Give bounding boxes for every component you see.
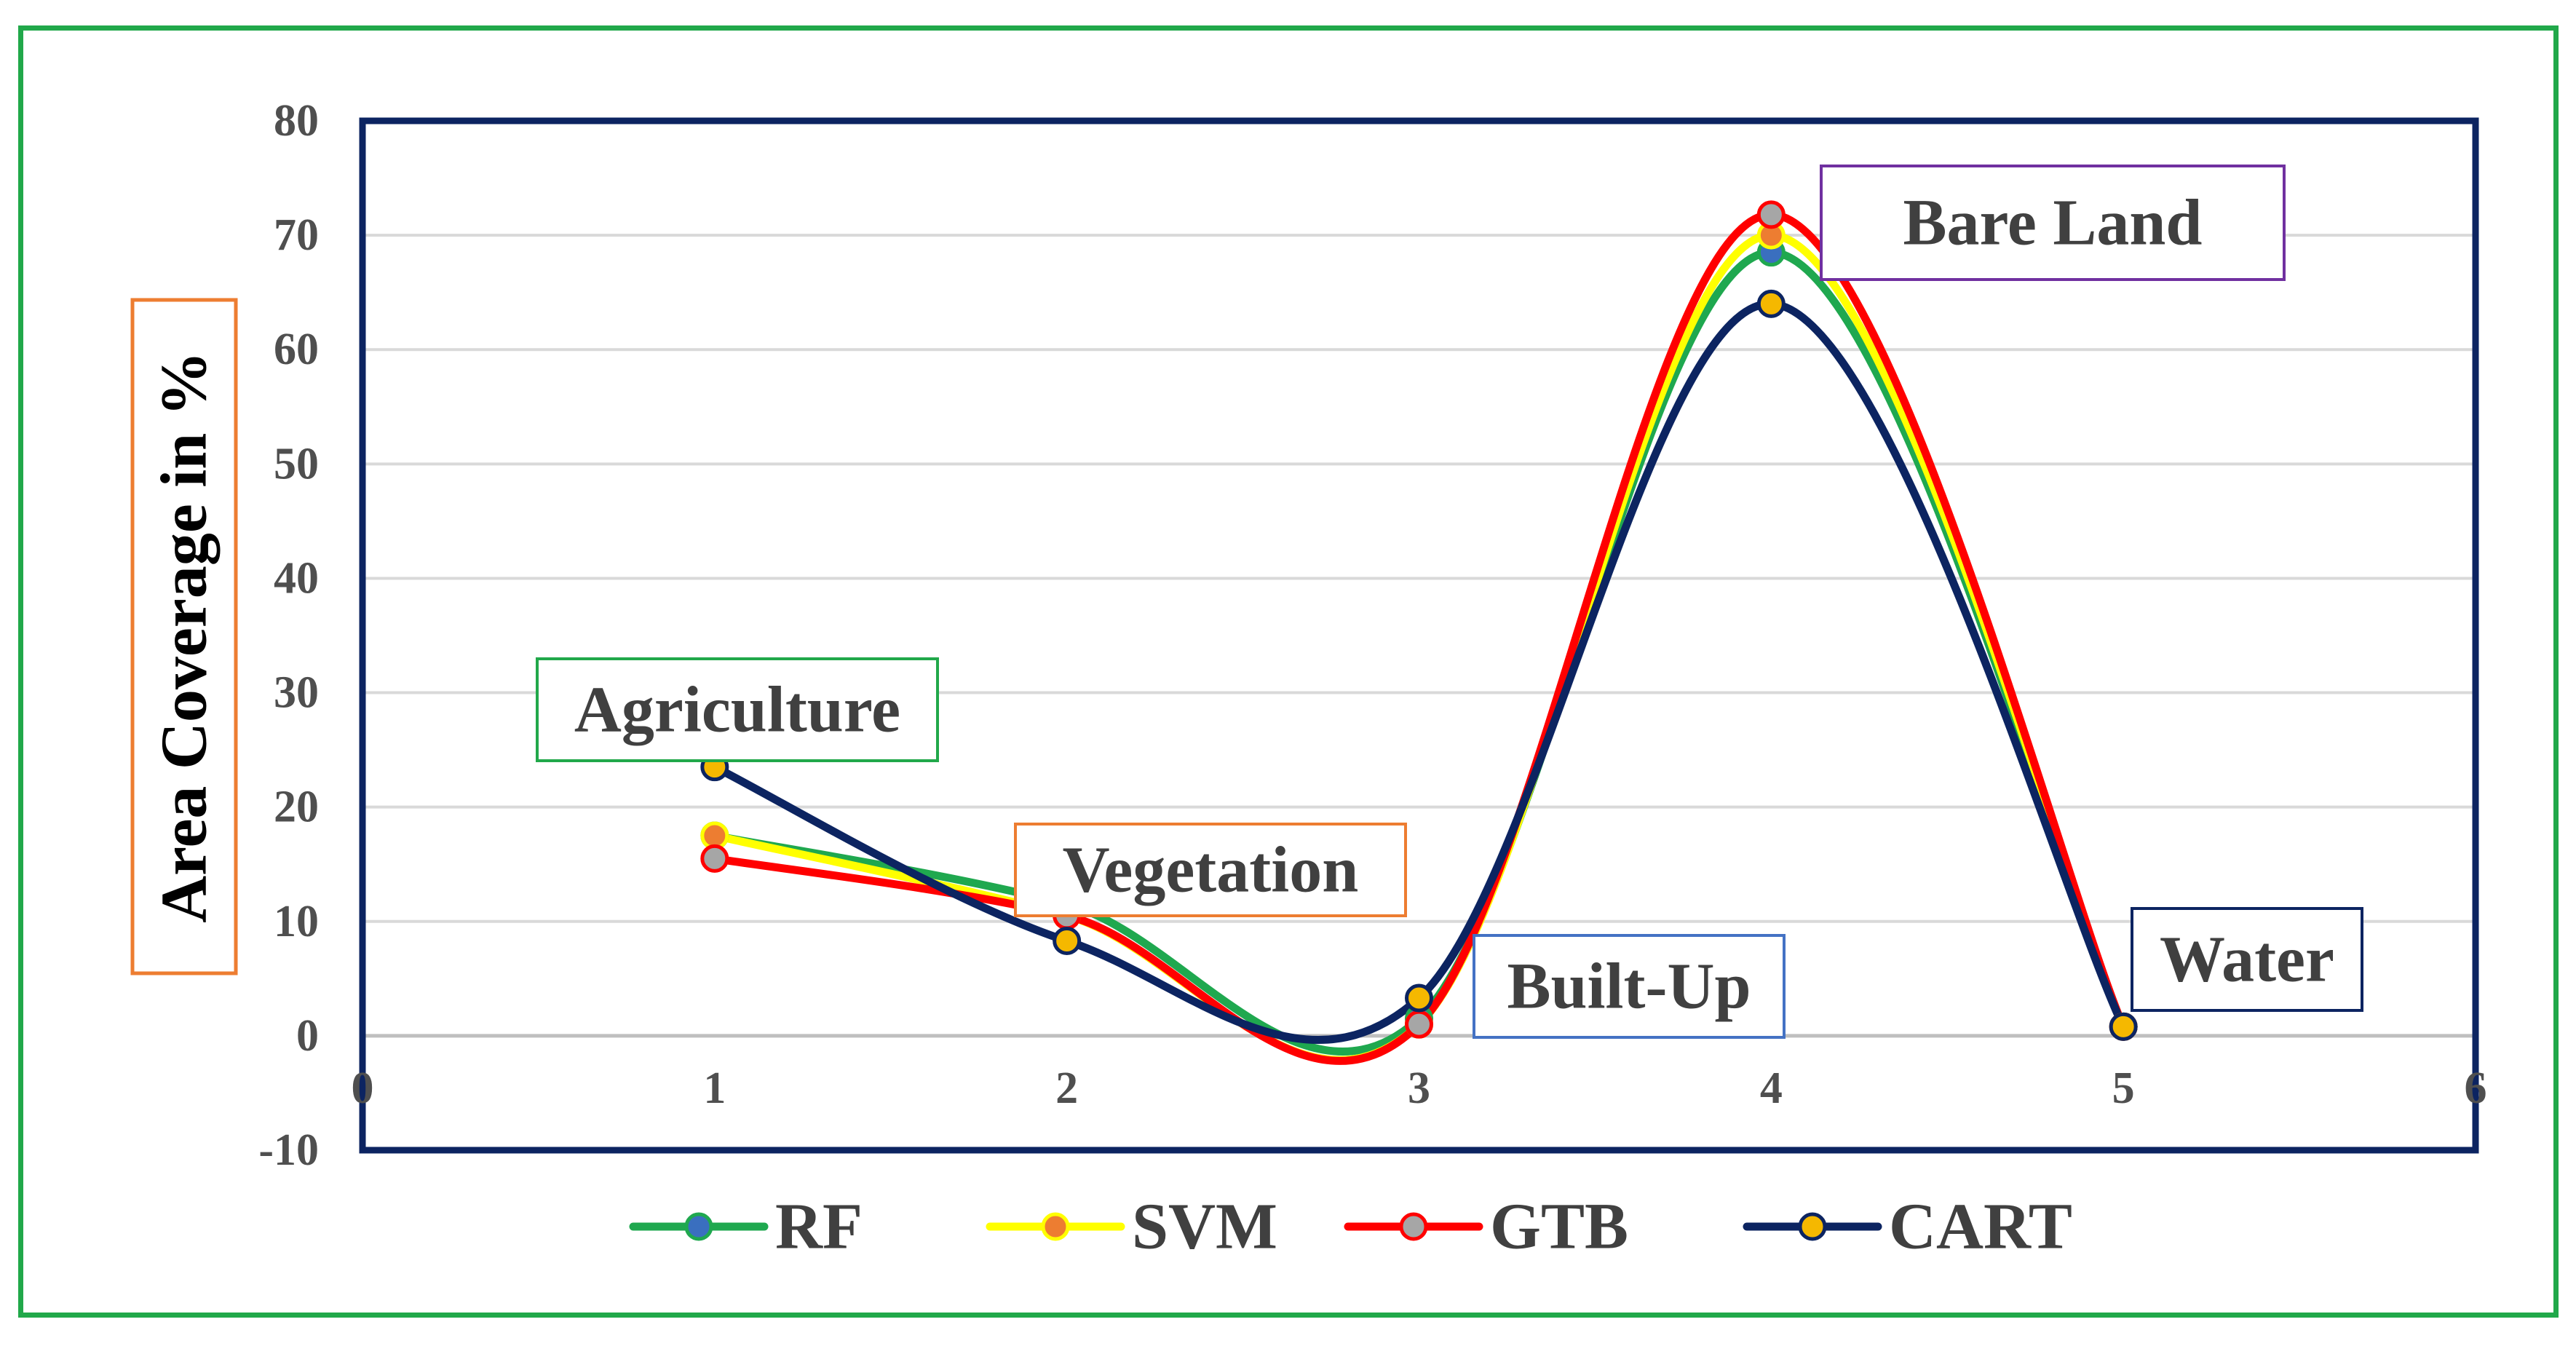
- y-axis-title-label: Area Coverage in %: [148, 351, 221, 923]
- series-line-cart: [710, 299, 2128, 1044]
- point-gtb-3: [1405, 1010, 1433, 1039]
- point-svm-1: [700, 821, 729, 850]
- legend-item-svm: SVM: [986, 1191, 1277, 1263]
- legend-item-rf: RF: [629, 1191, 863, 1263]
- point-cart-4: [1756, 289, 1786, 318]
- point-cart-5: [2109, 1012, 2138, 1041]
- legend: RF SVM GTB CART: [629, 1191, 2072, 1263]
- x-tick-label: 1: [703, 1064, 726, 1113]
- series-line-svm: [710, 231, 2128, 1064]
- y-tick-label: 10: [274, 897, 319, 946]
- y-tick-label: 40: [274, 553, 319, 603]
- annotation-built-up: Built-Up: [1473, 934, 1786, 1039]
- x-tick-label: 0: [352, 1064, 374, 1113]
- annotation-box: [1473, 934, 1786, 1039]
- annotation-water: Water: [2131, 907, 2363, 1012]
- figure-frame: [18, 25, 2559, 1318]
- point-gtb-4: [1756, 200, 1786, 229]
- y-tick-label: -10: [258, 1125, 319, 1175]
- annotation-box: [1820, 165, 2286, 281]
- legend-item-gtb: GTB: [1344, 1191, 1628, 1263]
- y-tick-label: 80: [274, 96, 319, 146]
- annotation-box: [2131, 907, 2363, 1012]
- annotation-vegetation: Vegetation: [1014, 823, 1407, 917]
- y-tick-label: 60: [274, 325, 319, 374]
- axis-ticks: -10 0 10 20 30 40 50 60 70 80 0 1 2 3 4 5 6: [258, 96, 2486, 1175]
- y-tick-label: 20: [274, 783, 319, 832]
- annotation-label: Vegetation: [1063, 834, 1359, 906]
- annotation-label: Bare Land: [1903, 187, 2203, 259]
- annotation-agriculture: Agriculture: [536, 657, 939, 762]
- legend-label: SVM: [1132, 1191, 1277, 1263]
- y-axis-title: Area Coverage in %: [130, 298, 238, 975]
- annotation-bare-land: Bare Land: [1820, 165, 2286, 281]
- y-tick-label: 70: [274, 210, 319, 260]
- legend-label: GTB: [1490, 1191, 1628, 1263]
- x-tick-label: 6: [2465, 1064, 2487, 1113]
- annotation-label: Water: [2160, 924, 2334, 996]
- x-tick-label: 3: [1408, 1064, 1430, 1113]
- y-axis-title-group: Area Coverage in %: [130, 298, 238, 975]
- y-tick-label: 50: [274, 439, 319, 488]
- x-tick-label: 2: [1055, 1064, 1078, 1113]
- y-tick-label: 30: [274, 668, 319, 718]
- series-lines: [710, 210, 2128, 1065]
- legend-item-cart: CART: [1743, 1191, 2072, 1263]
- point-cart-2: [1053, 926, 1082, 955]
- plot-area-border: [359, 117, 2479, 1154]
- annotation-label: Built-Up: [1507, 951, 1751, 1023]
- legend-label: RF: [775, 1191, 863, 1263]
- legend-label: CART: [1889, 1191, 2072, 1263]
- point-cart-3: [1405, 983, 1433, 1013]
- legend-marker: [684, 1212, 713, 1241]
- legend-marker: [1399, 1212, 1428, 1241]
- category-annotations: Agriculture Vegetation Built-Up Bare Land Wa…: [536, 165, 2363, 1039]
- x-tick-label: 5: [2112, 1064, 2135, 1113]
- series-line-gtb: [710, 210, 2128, 1065]
- annotation-box: [1014, 823, 1407, 917]
- annotation-label: Agriculture: [574, 674, 900, 746]
- legend-marker: [1041, 1212, 1070, 1241]
- annotation-box: [536, 657, 939, 762]
- legend-marker: [1798, 1212, 1827, 1241]
- point-gtb-1: [700, 844, 729, 873]
- y-axis-title-box: [130, 298, 238, 975]
- y-tick-label: 0: [296, 1011, 319, 1061]
- series-markers: [700, 200, 2138, 1041]
- x-tick-label: 4: [1760, 1064, 1783, 1113]
- series-line-rf: [710, 248, 2128, 1056]
